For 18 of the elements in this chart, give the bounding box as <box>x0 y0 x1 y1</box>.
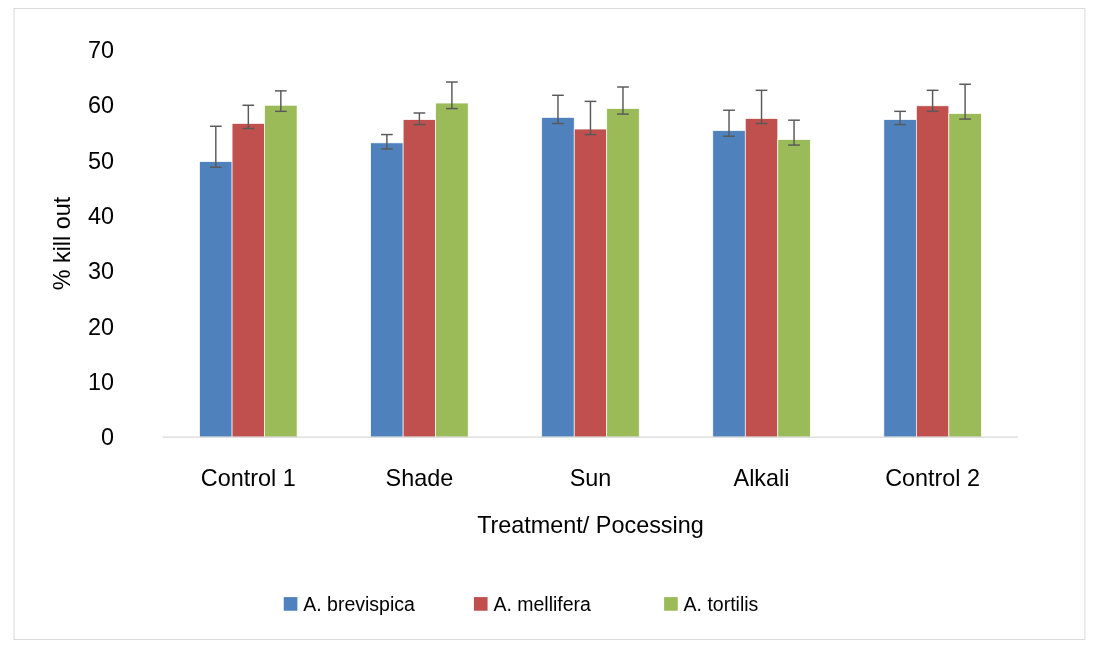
legend-label: A. brevispica <box>303 592 416 615</box>
x-tick-label: Alkali <box>733 464 790 491</box>
y-axis-title: % kill out <box>49 196 76 291</box>
y-tick-label: 40 <box>87 203 115 230</box>
x-tick-label: Control 1 <box>200 464 296 491</box>
y-tick-label: 70 <box>87 37 115 64</box>
x-tick-label: Control 2 <box>885 464 981 491</box>
y-tick-label: 30 <box>87 258 115 285</box>
legend-label: A. tortilis <box>683 592 759 615</box>
x-tick-label: Shade <box>385 464 454 491</box>
x-axis-title: Treatment/ Pocessing <box>477 511 704 538</box>
y-tick-label: 0 <box>101 424 115 451</box>
y-tick-label: 50 <box>87 147 115 174</box>
x-tick-label: Sun <box>569 464 612 491</box>
y-tick-label: 60 <box>87 92 115 119</box>
legend-label: A. mellifera <box>493 592 592 615</box>
y-tick-label: 10 <box>87 369 115 396</box>
y-tick-label: 20 <box>87 313 115 340</box>
